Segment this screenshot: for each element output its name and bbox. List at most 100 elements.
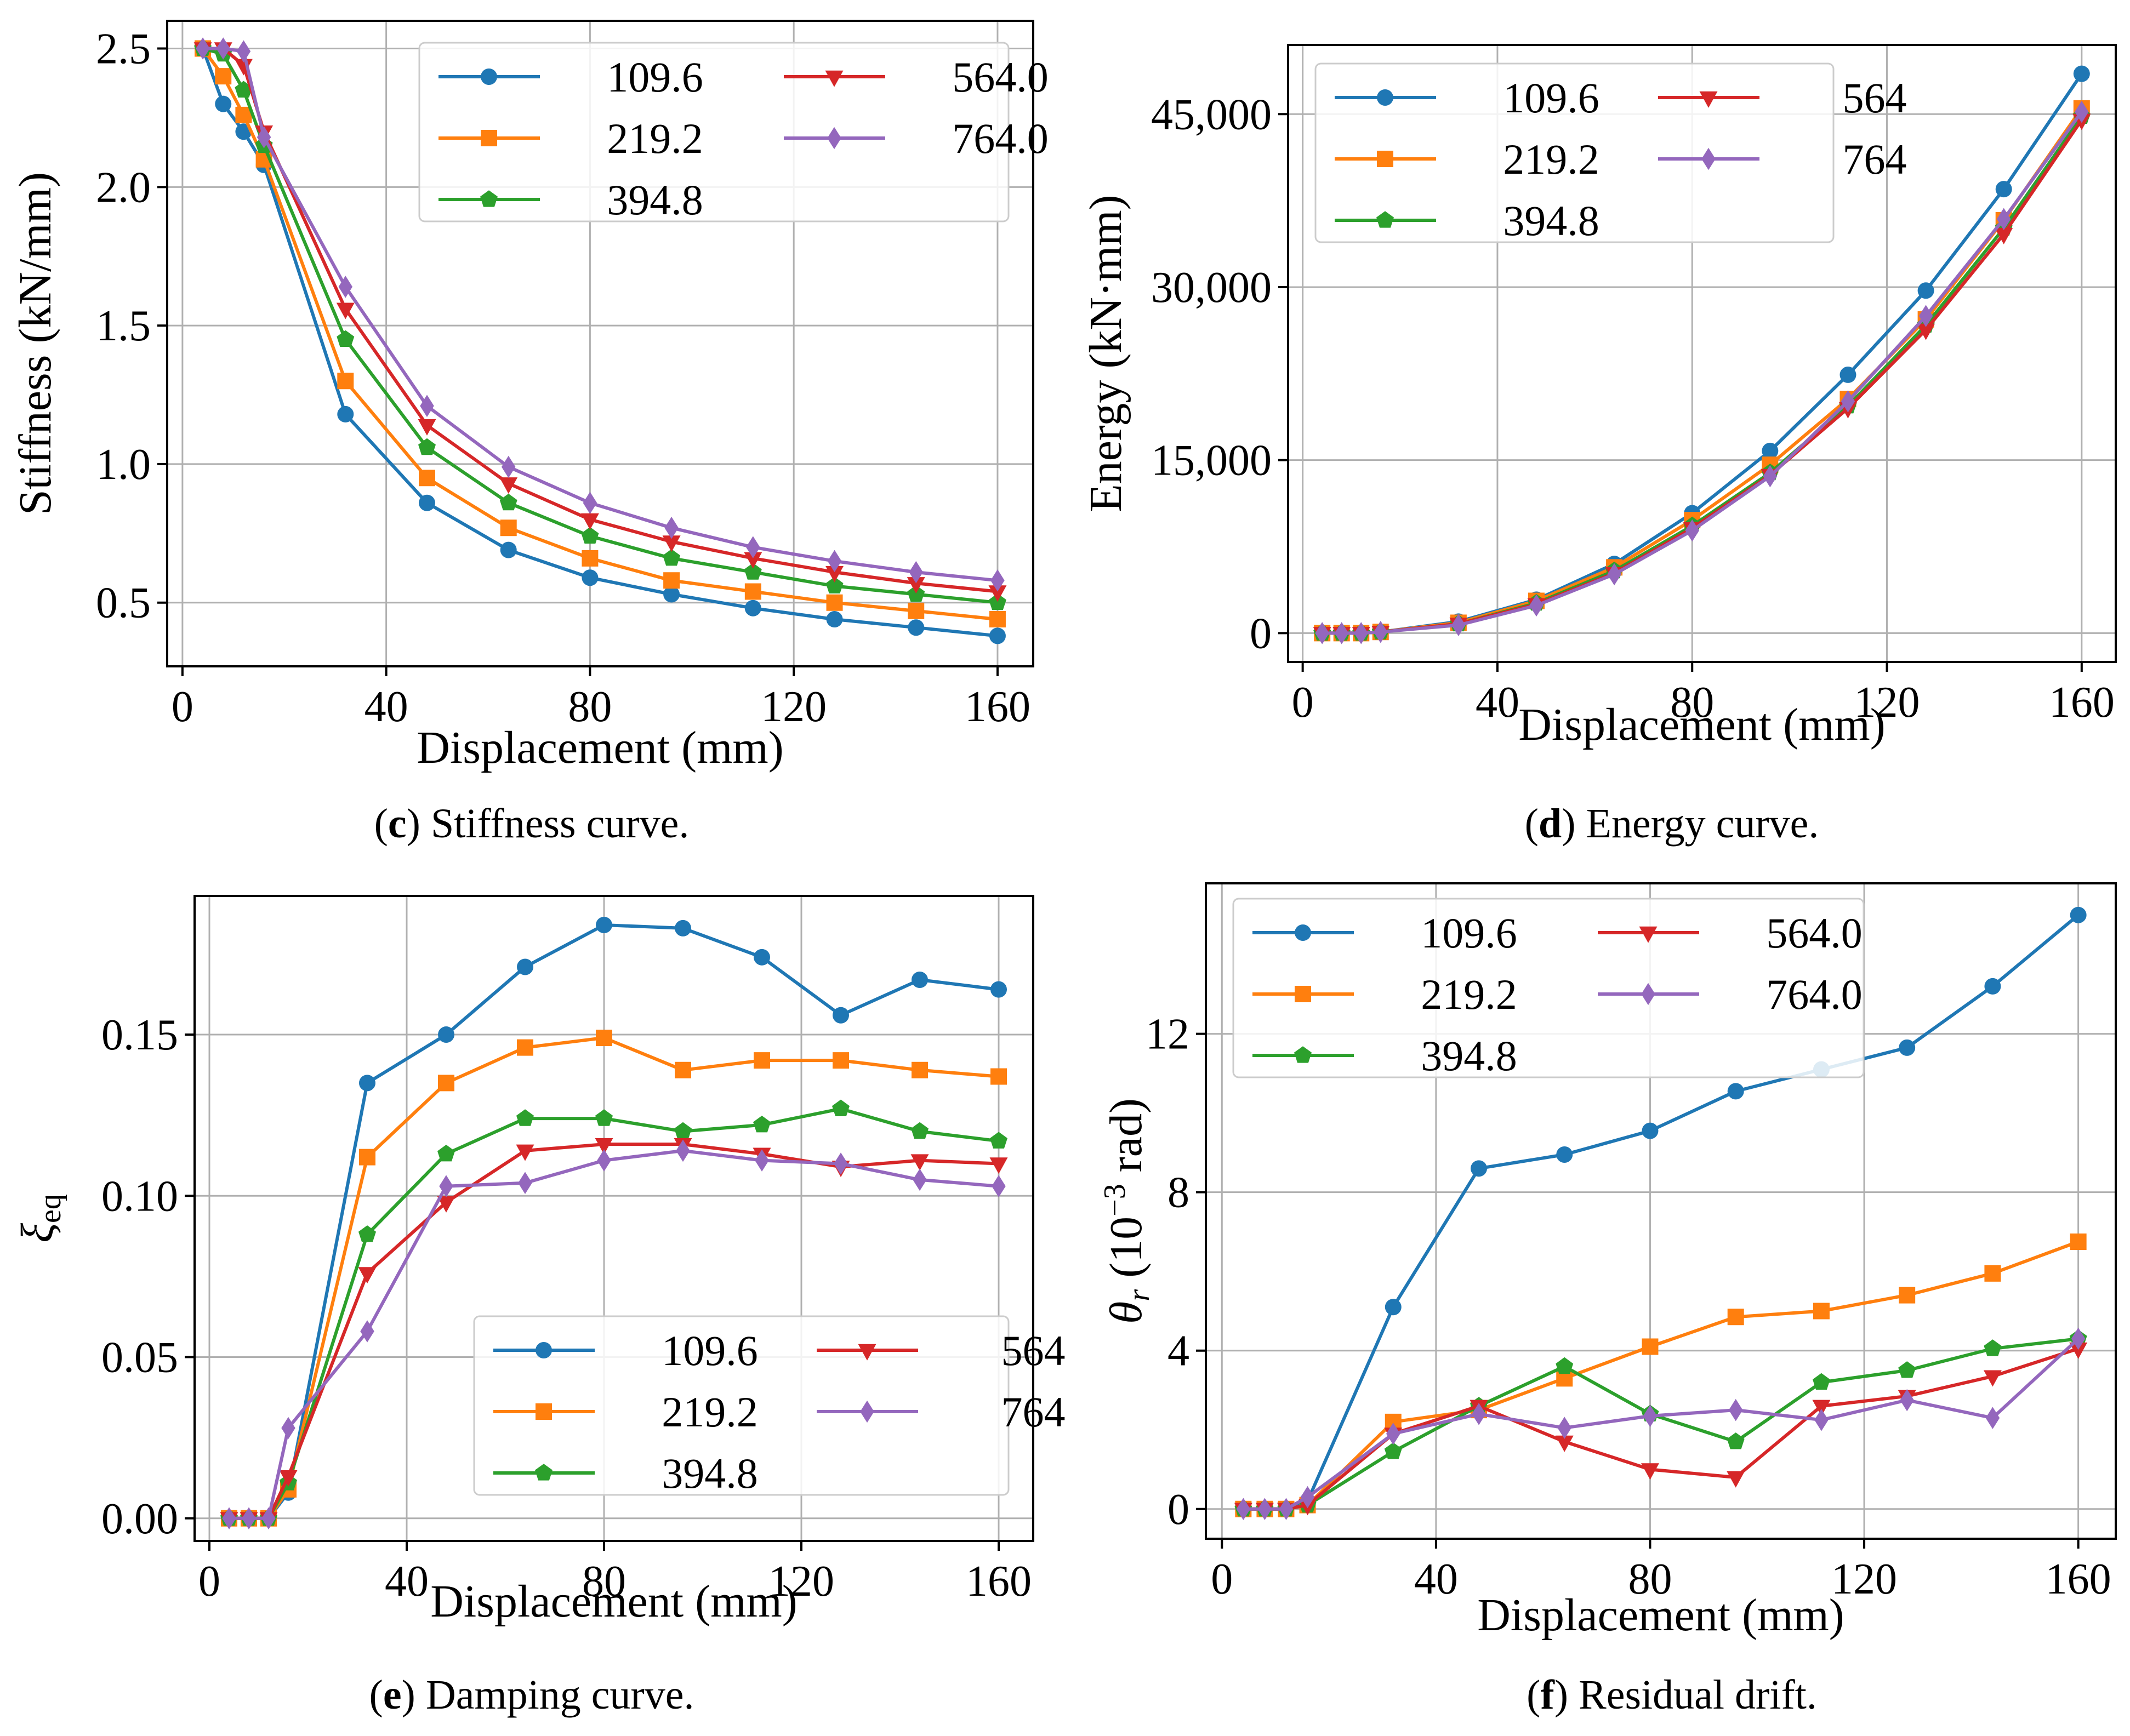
series-564.0 — [193, 42, 1007, 602]
data-point-394.8 — [990, 1132, 1007, 1149]
data-point-394.8 — [1556, 1357, 1574, 1374]
legend-label: 564 — [1001, 1327, 1066, 1374]
data-point-219.2 — [908, 602, 925, 619]
data-point-764 — [1334, 622, 1349, 644]
legend-label: 764 — [1001, 1388, 1066, 1436]
series-764.0 — [196, 37, 1005, 592]
data-point-394.8 — [825, 576, 844, 593]
legend-marker — [1699, 91, 1718, 108]
data-point-109.6 — [438, 1026, 454, 1043]
legend-entry-219.2: 219.2 — [1335, 135, 1599, 183]
data-point-109.6 — [1727, 1083, 1744, 1100]
data-point-764.0 — [1257, 1498, 1272, 1521]
legend-entry-564.0: 564.0 — [784, 53, 1049, 101]
legend-label: 564.0 — [952, 53, 1049, 101]
data-point-564 — [910, 1154, 929, 1171]
y-tick-label: 0.00 — [101, 1495, 178, 1543]
legend-box — [418, 42, 1010, 222]
data-point-764.0 — [1728, 1398, 1743, 1421]
data-point-109.6 — [1556, 1146, 1573, 1163]
data-point-109.6 — [1984, 978, 2001, 995]
y-tick-label: 0 — [1250, 609, 1272, 658]
data-point-109.6 — [596, 916, 612, 933]
data-point-564 — [437, 1196, 455, 1213]
data-point-764.0 — [257, 126, 271, 149]
plot-frame — [1205, 882, 2117, 1540]
data-point-109.6 — [989, 627, 1006, 644]
data-point-764.0 — [1300, 1486, 1315, 1509]
data-point-764.0 — [1386, 1423, 1400, 1445]
data-point-394.8 — [358, 1225, 376, 1242]
data-point-564.0 — [1812, 1400, 1831, 1417]
legend-entry-394.8: 394.8 — [1335, 197, 1599, 244]
data-point-219.2 — [1556, 1370, 1573, 1387]
data-point-219.2 — [438, 1075, 454, 1092]
data-point-109.6 — [2073, 65, 2090, 82]
legend-entry-109.6: 109.6 — [438, 53, 703, 101]
x-tick-label: 160 — [2046, 1555, 2111, 1603]
data-point-564.0 — [988, 585, 1007, 602]
data-point-764 — [834, 1152, 848, 1175]
legend-marker — [481, 68, 497, 85]
data-point-394.8 — [1727, 1432, 1745, 1449]
data-point-764 — [597, 1149, 611, 1172]
legend-label: 764.0 — [952, 115, 1049, 162]
data-point-109.6 — [1385, 1299, 1402, 1316]
legend-marker — [1376, 211, 1394, 228]
data-point-394.8 — [581, 527, 599, 544]
data-point-764 — [913, 1168, 927, 1191]
data-point-109.6 — [912, 972, 928, 989]
x-axis-label: Displacement (mm) — [417, 722, 783, 773]
plot-frame — [1287, 44, 2117, 663]
data-point-109.6 — [337, 406, 354, 422]
legend-marker — [1639, 926, 1658, 943]
data-point-109.6 — [1917, 282, 1934, 299]
x-tick-label: 0 — [172, 683, 193, 731]
legend-marker — [827, 127, 841, 150]
data-point-394.8 — [595, 1109, 613, 1126]
x-tick-label: 120 — [761, 683, 827, 731]
x-tick-label: 120 — [1854, 678, 1920, 727]
x-tick-label: 0 — [1211, 1555, 1233, 1603]
data-point-394.8 — [516, 1109, 534, 1126]
data-point-394.8 — [832, 1099, 850, 1116]
panel-c: 0 40 80 120 160 0.5 1.0 1.5 2.0 2.5 Displacement (… — [10, 20, 1049, 847]
legend-box — [1232, 898, 1865, 1078]
data-point-764 — [439, 1175, 453, 1197]
legend-entry-764.0: 764.0 — [784, 115, 1049, 162]
legend-marker — [1377, 89, 1393, 106]
series-764 — [222, 1139, 1006, 1530]
plot-frame — [193, 895, 1034, 1542]
data-point-219.2 — [419, 470, 435, 487]
x-tick-label: 40 — [1476, 678, 1519, 727]
data-point-219.2 — [359, 1149, 375, 1166]
legend-label: 564 — [1843, 74, 1907, 122]
legend-label: 394.8 — [1421, 1032, 1517, 1080]
data-point-564 — [358, 1267, 377, 1284]
data-point-109.6 — [754, 949, 770, 966]
legend-entry-564: 564 — [1658, 74, 1907, 122]
legend-entry-219.2: 219.2 — [1252, 970, 1517, 1018]
data-point-394.8 — [1813, 1373, 1830, 1390]
data-point-564 — [595, 1138, 613, 1155]
y-tick-label: 8 — [1167, 1169, 1189, 1217]
data-point-564.0 — [744, 552, 762, 569]
data-point-764.0 — [1236, 1498, 1251, 1521]
data-point-764.0 — [338, 276, 353, 298]
data-point-219.2 — [500, 519, 517, 536]
data-point-394.8 — [1384, 1442, 1402, 1459]
data-point-764.0 — [1900, 1389, 1914, 1412]
legend-entry-764: 764 — [817, 1388, 1066, 1436]
legend-marker — [1295, 986, 1311, 1002]
panel-f: 0 40 80 120 160 0 4 8 12 Displacement (mm) θr (10−… — [1098, 882, 2117, 1718]
data-point-394.8 — [337, 330, 355, 347]
y-axis-label: ξeq — [12, 1194, 67, 1243]
data-point-764.0 — [1643, 1404, 1658, 1427]
data-point-764 — [992, 1175, 1006, 1197]
x-axis-label: Displacement (mm) — [1518, 699, 1885, 750]
data-point-219.2 — [826, 594, 843, 611]
series-394.8 — [1234, 1329, 2087, 1517]
y-tick-label: 4 — [1167, 1327, 1189, 1375]
data-point-564.0 — [907, 577, 925, 594]
